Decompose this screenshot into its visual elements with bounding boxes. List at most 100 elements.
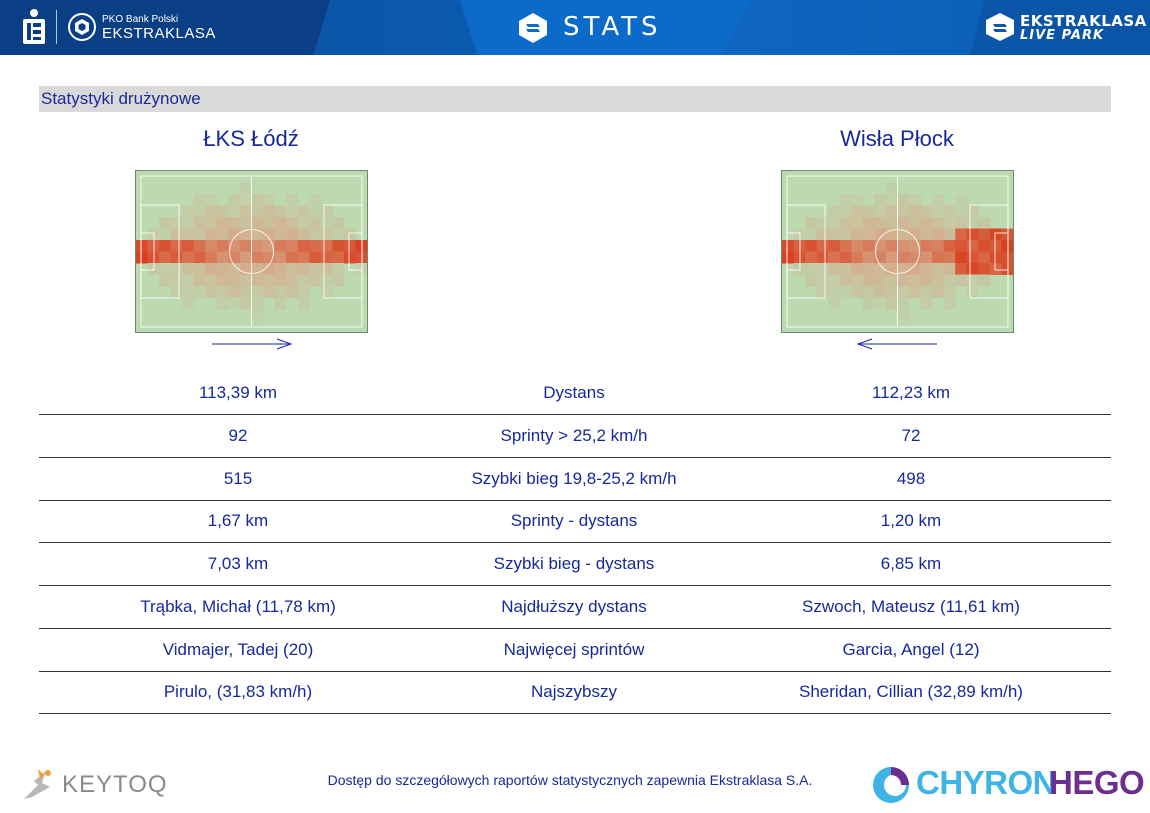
heatmap-cell: [320, 251, 333, 264]
heatmap-cell: [851, 251, 864, 264]
heatmap-cell: [909, 286, 922, 298]
heatmap-cell: [136, 240, 149, 252]
heatmap-cell: [251, 217, 264, 229]
heatmap-cell: [932, 194, 945, 206]
heatmap-cell: [851, 217, 864, 229]
chyronhego-logo-icon: [873, 767, 909, 803]
heatmap-cell: [851, 194, 864, 206]
home-value: Trąbka, Michał (11,78 km): [140, 596, 336, 616]
heatmap-cell: [955, 263, 968, 275]
live-park-title-line1: EKSTRAKLASA: [1020, 12, 1147, 30]
heatmap-cell: [170, 263, 183, 275]
heatmap-cell: [320, 274, 333, 287]
heatmap-cell: [320, 263, 333, 275]
heatmap-cell: [193, 286, 206, 298]
heatmap-cell: [816, 217, 829, 229]
heatmap-cell: [828, 263, 841, 275]
heatmap-cell: [297, 274, 310, 287]
heatmap-cell: [874, 274, 887, 287]
home-team-name: ŁKS Łódź: [203, 126, 299, 151]
heatmap-cell: [274, 240, 287, 252]
heatmap-cell: [309, 251, 322, 264]
heatmap-cell: [805, 263, 818, 275]
heatmap-cell: [251, 297, 264, 310]
heatmap-cell: [263, 217, 276, 229]
heatmap-cell: [228, 205, 241, 218]
heatmap-cell: [839, 263, 852, 275]
heatmap-cell: [909, 274, 922, 287]
heatmap-cell: [920, 228, 933, 241]
heatmap-cell: [193, 240, 206, 252]
heatmap-cell: [966, 274, 979, 287]
heatmap-cell: [897, 251, 910, 264]
heatmap-cell: [885, 297, 898, 310]
pko-bank-logo-icon: [23, 9, 45, 44]
heatmap-cell: [897, 286, 910, 298]
stat-label: Najdłuższy dystans: [501, 596, 647, 616]
heatmap-cell: [816, 240, 829, 252]
heatmap-cell: [343, 240, 356, 252]
heatmap-cell: [286, 240, 299, 252]
heatmap-cell: [885, 182, 898, 195]
heatmap-cell: [874, 263, 887, 275]
heatmap-cell: [909, 205, 922, 218]
heatmap-cell: [286, 263, 299, 275]
heatmap-cell: [182, 217, 195, 229]
heatmap-cell: [239, 274, 252, 287]
heatmap-cell: [989, 228, 1002, 241]
heatmap-cell: [874, 194, 887, 206]
heatmap-cell: [320, 240, 333, 252]
heatmap-cell: [205, 274, 218, 287]
heatmap-cell: [955, 194, 968, 206]
heatmap-cell: [297, 297, 310, 310]
heatmap-cell: [816, 263, 829, 275]
header-left-panel: [0, 0, 330, 55]
heatmap-cell: [182, 205, 195, 218]
heatmap-cell: [205, 228, 218, 241]
heatmap-cell: [862, 274, 875, 287]
heatmap-cell: [297, 286, 310, 298]
heatmap-cell: [216, 286, 229, 298]
heatmap-cell: [286, 205, 299, 218]
heatmap-cell: [874, 297, 887, 310]
heatmap-cell: [978, 240, 991, 252]
heatmap-cell: [170, 217, 183, 229]
ekstraklasa-badge-icon: [68, 13, 96, 41]
heatmap-cell: [851, 286, 864, 298]
heatmap-cell: [966, 251, 979, 264]
heatmap-cell: [239, 297, 252, 310]
heatmap-cell: [966, 286, 979, 298]
stat-label: Sprinty - dystans: [510, 511, 638, 531]
heatmap-cell: [862, 263, 875, 275]
heatmap-cell: [216, 228, 229, 241]
heatmap-cell: [309, 274, 322, 287]
heatmap-cell: [816, 251, 829, 264]
table-row: 7,03 km Szybki bieg - dystans 6,85 km: [39, 543, 1111, 586]
heatmap-cell: [955, 205, 968, 218]
heatmap-cell: [332, 263, 345, 275]
heatmap-cell: [932, 228, 945, 241]
heatmap-cell: [862, 286, 875, 298]
away-value: 6,85 km: [880, 554, 942, 574]
heatmap-cell: [851, 228, 864, 241]
heatmap-cell: [955, 228, 968, 241]
heatmap-cell: [828, 217, 841, 229]
away-team-heatmap: [781, 170, 1014, 333]
heatmap-cell: [263, 274, 276, 287]
heatmap-cell: [932, 263, 945, 275]
heatmap-cell: [943, 263, 956, 275]
heatmap-cell: [216, 297, 229, 310]
section-title: Statystyki drużynowe: [39, 86, 1111, 112]
heatmap-cell: [274, 217, 287, 229]
heatmap-cell: [274, 205, 287, 218]
heatmap-cell: [874, 228, 887, 241]
heatmap-cell: [193, 274, 206, 287]
heatmap-cell: [182, 263, 195, 275]
table-row: 515 Szybki bieg 19,8-25,2 km/h 498: [39, 458, 1111, 501]
heatmap-cell: [943, 251, 956, 264]
heatmap-cell: [251, 251, 264, 264]
heatmap-cell: [932, 217, 945, 229]
heatmap-cell: [816, 286, 829, 298]
heatmap-cell: [897, 194, 910, 206]
heatmap-cell: [297, 251, 310, 264]
